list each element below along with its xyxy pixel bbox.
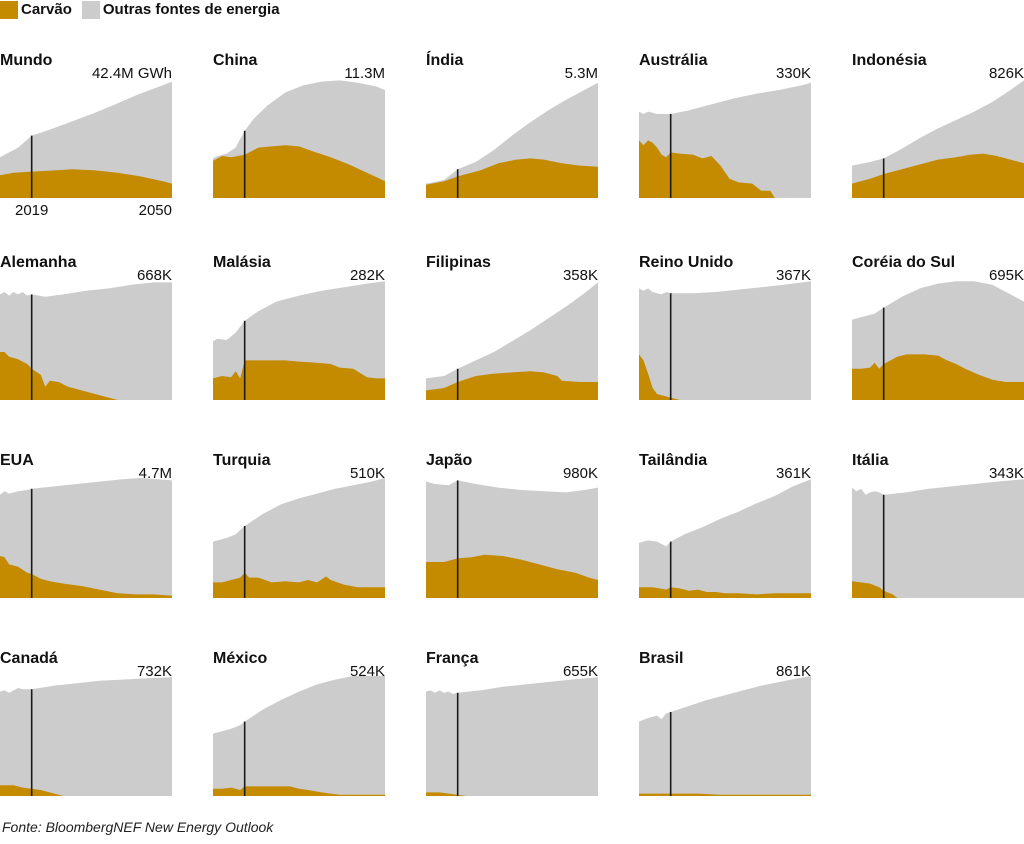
coal-area <box>639 140 811 198</box>
other-area <box>0 677 172 796</box>
panel-india: Índia 5.3M <box>426 50 598 198</box>
legend-item-other: Outras fontes de energia <box>81 1 280 19</box>
panel-title: Índia <box>426 50 463 69</box>
legend-other-label: Outras fontes de energia <box>102 1 280 18</box>
coal-area <box>852 153 1024 198</box>
panel-alemanha: Alemanha 668K <box>0 254 172 400</box>
panel-title: EUA <box>0 452 34 469</box>
coal-area <box>213 360 385 400</box>
total-label: 330K <box>776 65 811 82</box>
other-area <box>639 281 811 400</box>
other-area <box>213 478 385 598</box>
panel-malasia: Malásia 282K <box>213 254 385 400</box>
total-label: 5.3M <box>565 65 598 82</box>
panel-title: Coréia do Sul <box>852 254 955 271</box>
panel-italia: Itália 343K <box>852 452 1024 598</box>
coal-area <box>0 352 172 400</box>
other-area <box>639 479 811 598</box>
total-label: 282K <box>350 267 385 284</box>
total-label: 361K <box>776 465 811 482</box>
coal-area <box>426 371 598 400</box>
panel-china: China 11.3M <box>213 52 385 198</box>
total-label: 343K <box>989 465 1024 482</box>
panel-canada: Canadá 732K <box>0 650 172 796</box>
panel-reino-unido: Reino Unido 367K <box>639 254 811 400</box>
total-label: 668K <box>137 267 172 284</box>
coal-area <box>426 158 598 198</box>
legend: Carvão Outras fontes de energia <box>0 0 290 20</box>
total-label: 732K <box>137 663 172 680</box>
other-area <box>213 676 385 796</box>
panel-filipinas: Filipinas 358K <box>426 254 598 400</box>
panel-coreia-do-sul: Coréia do Sul 695K <box>852 254 1024 400</box>
panel-title: Reino Unido <box>639 254 733 271</box>
other-area <box>0 81 172 198</box>
panel-australia: Austrália 330K <box>639 52 811 198</box>
coal-area <box>213 786 385 796</box>
coal-area <box>213 145 385 198</box>
coal-area <box>213 572 385 598</box>
coal-area <box>0 785 172 796</box>
panel-title: Brasil <box>639 650 683 667</box>
panel-title: México <box>213 650 267 667</box>
other-area <box>852 479 1024 598</box>
x-label-end: 2050 <box>139 202 172 219</box>
coal-area <box>852 581 1024 598</box>
total-label: 358K <box>563 267 598 284</box>
other-area <box>426 282 598 400</box>
panel-indonesia: Indonésia 826K <box>852 52 1024 198</box>
other-area <box>426 677 598 796</box>
total-label: 42.4M GWh <box>92 65 172 82</box>
total-label: 980K <box>563 465 598 482</box>
panel-title: Malásia <box>213 254 271 271</box>
coal-area <box>426 554 598 598</box>
total-label: 367K <box>776 267 811 284</box>
other-area <box>0 282 172 400</box>
panel-mundo: Mundo 42.4M GWh 2019 2050 <box>0 52 172 219</box>
panel-title: Turquia <box>213 452 271 469</box>
panel-title: Japão <box>426 452 472 469</box>
coal-area <box>426 792 598 796</box>
panel-title: Canadá <box>0 650 58 667</box>
small-multiples-grid: Mundo 42.4M GWh 2019 2050 China 11.3M Índia 5.3… <box>0 50 1024 796</box>
other-swatch <box>81 1 100 19</box>
other-area <box>639 676 811 796</box>
other-area <box>0 478 172 598</box>
total-label: 11.3M <box>344 65 385 82</box>
panel-title: Itália <box>852 452 889 469</box>
panel-title: Tailândia <box>639 452 707 469</box>
panel-eua: EUA 4.7M <box>0 452 172 598</box>
coal-swatch <box>0 1 18 19</box>
panel-tailandia: Tailândia 361K <box>639 452 811 598</box>
coal-area <box>639 354 811 400</box>
panel-turquia: Turquia 510K <box>213 452 385 598</box>
total-label: 4.7M <box>139 465 172 482</box>
source-note: Fonte: BloombergNEF New Energy Outlook <box>2 819 274 835</box>
panel-title: China <box>213 52 258 69</box>
total-label: 524K <box>350 663 385 680</box>
total-label: 655K <box>563 663 598 680</box>
total-label: 861K <box>776 663 811 680</box>
panel-franca: França 655K <box>426 650 598 796</box>
panel-brasil: Brasil 861K <box>639 650 811 796</box>
coal-area <box>852 354 1024 400</box>
panel-title: Austrália <box>639 52 708 69</box>
panel-title: Filipinas <box>426 254 491 271</box>
x-label-start: 2019 <box>15 202 48 219</box>
panel-title: Alemanha <box>0 254 77 271</box>
panel-title: Mundo <box>0 52 53 69</box>
coal-area <box>0 169 172 198</box>
panel-title: França <box>426 650 479 667</box>
coal-area <box>639 587 811 598</box>
coal-area <box>0 556 172 598</box>
total-label: 826K <box>989 65 1024 82</box>
coal-area <box>639 793 811 796</box>
total-label: 510K <box>350 465 385 482</box>
panel-mexico: México 524K <box>213 650 385 796</box>
panel-japao: Japão 980K <box>426 452 598 598</box>
total-label: 695K <box>989 267 1024 284</box>
panel-title: Indonésia <box>852 52 927 69</box>
legend-item-coal: Carvão <box>0 1 72 19</box>
legend-coal-label: Carvão <box>21 1 72 18</box>
